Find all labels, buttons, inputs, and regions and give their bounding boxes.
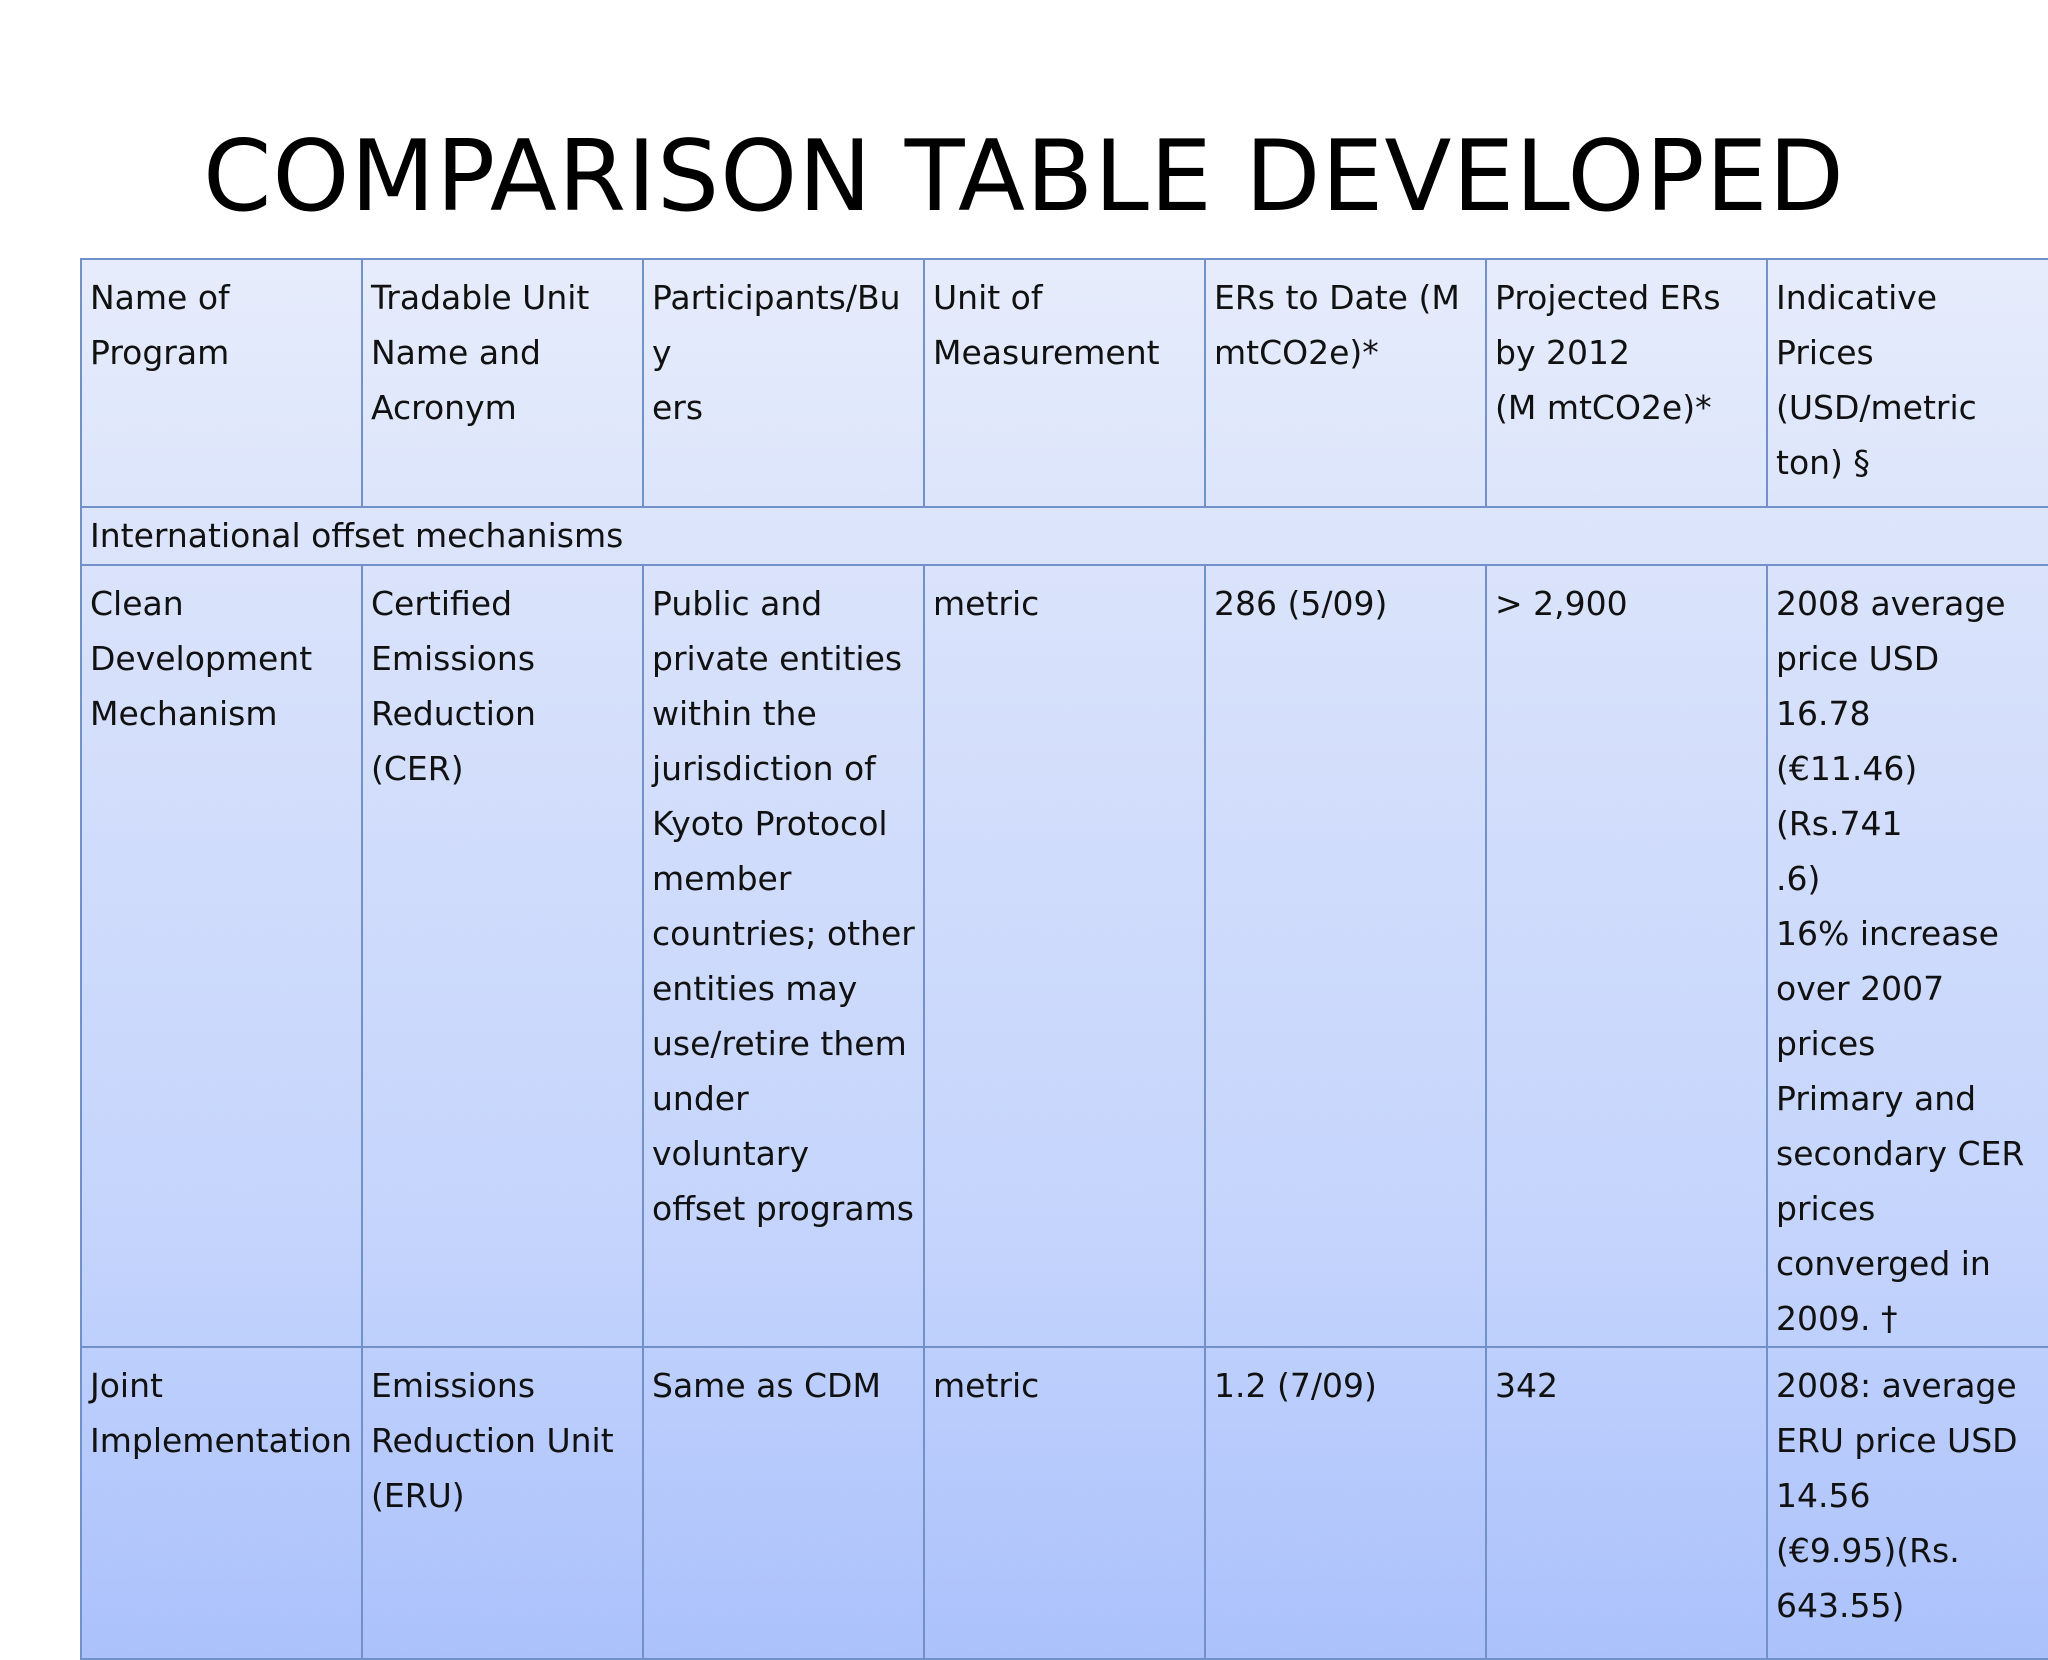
cell-unit-of-measurement: metric — [923, 564, 1206, 1348]
cell-tradable-unit: Emissions Reduction Unit (ERU) — [361, 1346, 644, 1660]
cell-participants: Same as CDM — [642, 1346, 925, 1660]
cell-participants: Public and private entities within the j… — [642, 564, 925, 1348]
cell-unit-of-measurement: metric — [923, 1346, 1206, 1660]
header-participants: Participants/Buy ers — [642, 258, 925, 508]
header-ers-to-date: ERs to Date (M mtCO2e)* — [1204, 258, 1487, 508]
comparison-table: Name of Program Tradable Unit Name and A… — [80, 258, 2048, 1660]
cell-projected-ers: 342 — [1485, 1346, 1768, 1660]
cell-ers-to-date: 286 (5/09) — [1204, 564, 1487, 1348]
table-row: Clean Development Mechanism Certified Em… — [80, 564, 2048, 1348]
cell-projected-ers: > 2,900 — [1485, 564, 1768, 1348]
section-row: International offset mechanisms — [80, 506, 2048, 566]
cell-tradable-unit: Certified Emissions Reduction (CER) — [361, 564, 644, 1348]
cell-ers-to-date: 1.2 (7/09) — [1204, 1346, 1487, 1660]
cell-program-name: Joint Implementation — [80, 1346, 363, 1660]
cell-indicative-prices: 2008 average price USD 16.78 (€11.46) (R… — [1766, 564, 2048, 1348]
header-indicative-prices: Indicative Prices (USD/metric ton) § — [1766, 258, 2048, 508]
table-header-row: Name of Program Tradable Unit Name and A… — [80, 258, 2048, 508]
slide-title: COMPARISON TABLE DEVELOPED — [202, 120, 1846, 234]
header-name-of-program: Name of Program — [80, 258, 363, 508]
header-projected-ers: Projected ERs by 2012 (M mtCO2e)* — [1485, 258, 1768, 508]
table-row: Joint Implementation Emissions Reduction… — [80, 1346, 2048, 1660]
section-label: International offset mechanisms — [80, 506, 2048, 566]
header-tradable-unit: Tradable Unit Name and Acronym — [361, 258, 644, 508]
cell-indicative-prices: 2008: average ERU price USD 14.56 (€9.95… — [1766, 1346, 2048, 1660]
header-unit-of-measurement: Unit of Measurement — [923, 258, 1206, 508]
cell-program-name: Clean Development Mechanism — [80, 564, 363, 1348]
